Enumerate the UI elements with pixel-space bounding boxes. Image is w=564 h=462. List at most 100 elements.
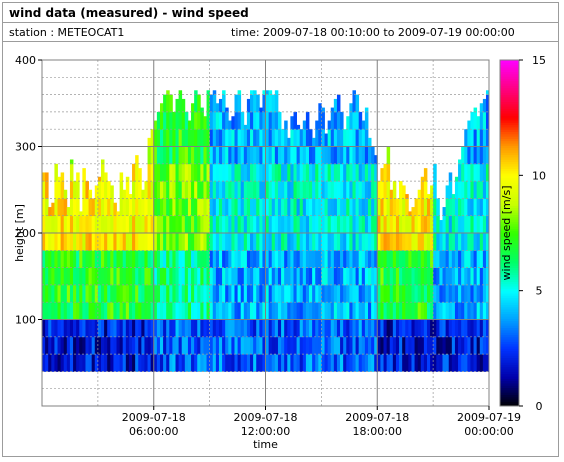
colorbar-segment — [500, 244, 519, 248]
heatmap-cell — [355, 111, 360, 130]
heatmap-cell — [305, 146, 310, 165]
heatmap-cell — [395, 336, 400, 355]
colorbar-segment — [500, 262, 519, 266]
heatmap-cell — [439, 319, 443, 338]
colorbar-segment — [500, 168, 519, 172]
heatmap-cell — [91, 302, 96, 320]
heatmap-cell — [281, 302, 285, 320]
heatmap-cell — [66, 267, 71, 286]
heatmap-cell — [445, 319, 450, 338]
heatmap-cell — [147, 267, 152, 286]
heatmap-cell — [250, 354, 254, 372]
heatmap-cell — [48, 284, 52, 303]
heatmap-cell — [73, 302, 77, 320]
heatmap-cell — [482, 336, 487, 355]
colorbar-segment — [500, 306, 519, 310]
heatmap-cell — [73, 284, 77, 303]
heatmap-cell — [203, 302, 207, 320]
heatmap-cell — [284, 284, 288, 303]
heatmap-cell — [187, 354, 192, 372]
heatmap-cell — [110, 336, 114, 355]
heatmap-cell — [82, 302, 86, 320]
heatmap-cell — [218, 336, 223, 355]
heatmap-cell — [94, 319, 99, 338]
heatmap-cell — [324, 354, 329, 372]
heatmap-cell — [482, 146, 487, 165]
heatmap-cell — [104, 233, 108, 251]
heatmap-cell — [293, 163, 297, 182]
heatmap-cell — [343, 354, 347, 372]
colorbar-segment — [500, 78, 519, 82]
heatmap-cell — [181, 319, 186, 338]
heatmap-cell — [445, 354, 450, 372]
heatmap-cell — [60, 336, 65, 355]
heatmap-cell — [414, 354, 419, 372]
heatmap-cell — [377, 215, 381, 234]
heatmap-cell — [228, 181, 232, 199]
heatmap-cell — [442, 319, 447, 338]
heatmap-cell — [97, 198, 102, 217]
heatmap-cell — [281, 146, 285, 165]
heatmap-cell — [458, 159, 462, 165]
heatmap-cell — [91, 336, 96, 355]
heatmap-cell — [116, 267, 121, 286]
heatmap-cell — [246, 215, 251, 234]
heatmap-cell — [181, 284, 186, 303]
heatmap-cell — [206, 250, 211, 268]
heatmap-cell — [458, 267, 462, 286]
heatmap-cell — [191, 181, 195, 199]
heatmap-cell — [386, 181, 391, 199]
heatmap-cell — [212, 129, 217, 147]
heatmap-cell — [417, 319, 422, 338]
heatmap-cell — [156, 215, 161, 234]
heatmap-cell — [197, 129, 201, 147]
heatmap-cell — [377, 319, 381, 338]
heatmap-cell — [287, 250, 291, 268]
heatmap-cell — [181, 215, 186, 234]
heatmap-cell — [476, 129, 481, 147]
heatmap-cell — [175, 198, 180, 217]
heatmap-cell — [392, 267, 397, 286]
heatmap-cell — [392, 181, 397, 199]
colorbar-segment — [500, 311, 519, 315]
heatmap-cell — [467, 129, 471, 147]
colorbar-segment — [500, 399, 519, 402]
heatmap-cell — [138, 181, 142, 199]
heatmap-cell — [467, 163, 471, 182]
heatmap-cell — [57, 354, 62, 372]
heatmap-cell — [110, 284, 114, 303]
heatmap-cell — [461, 354, 465, 372]
colorbar-segment — [500, 242, 519, 246]
heatmap-cell — [166, 163, 170, 182]
heatmap-cell — [374, 302, 378, 320]
colorbar-segment — [500, 246, 519, 250]
heatmap-cell — [321, 181, 325, 199]
heatmap-cell — [138, 354, 142, 372]
heatmap-cell — [240, 163, 245, 182]
heatmap-cell — [262, 284, 266, 303]
heatmap-cell — [82, 181, 86, 199]
heatmap-cell — [368, 181, 372, 199]
heatmap-cell — [312, 233, 316, 251]
heatmap-cell — [408, 250, 412, 268]
heatmap-cell — [380, 354, 384, 372]
heatmap-cell — [212, 94, 217, 113]
colorbar-segment — [500, 332, 519, 335]
heatmap-cell — [476, 284, 481, 303]
heatmap-cell — [253, 284, 257, 303]
heatmap-cell — [240, 302, 245, 320]
heatmap-cell — [426, 319, 431, 338]
heatmap-cell — [262, 198, 266, 217]
heatmap-cell — [327, 302, 332, 320]
heatmap-cell — [125, 181, 130, 199]
heatmap-cell — [442, 233, 447, 251]
heatmap-cell — [399, 336, 403, 355]
heatmap-cell — [60, 284, 65, 303]
heatmap-cell — [42, 181, 46, 199]
heatmap-cell — [305, 284, 310, 303]
heatmap-cell — [364, 250, 369, 268]
heatmap-cell — [383, 336, 388, 355]
heatmap-cell — [197, 267, 201, 286]
heatmap-cell — [343, 146, 347, 165]
heatmap-cell — [231, 181, 235, 199]
